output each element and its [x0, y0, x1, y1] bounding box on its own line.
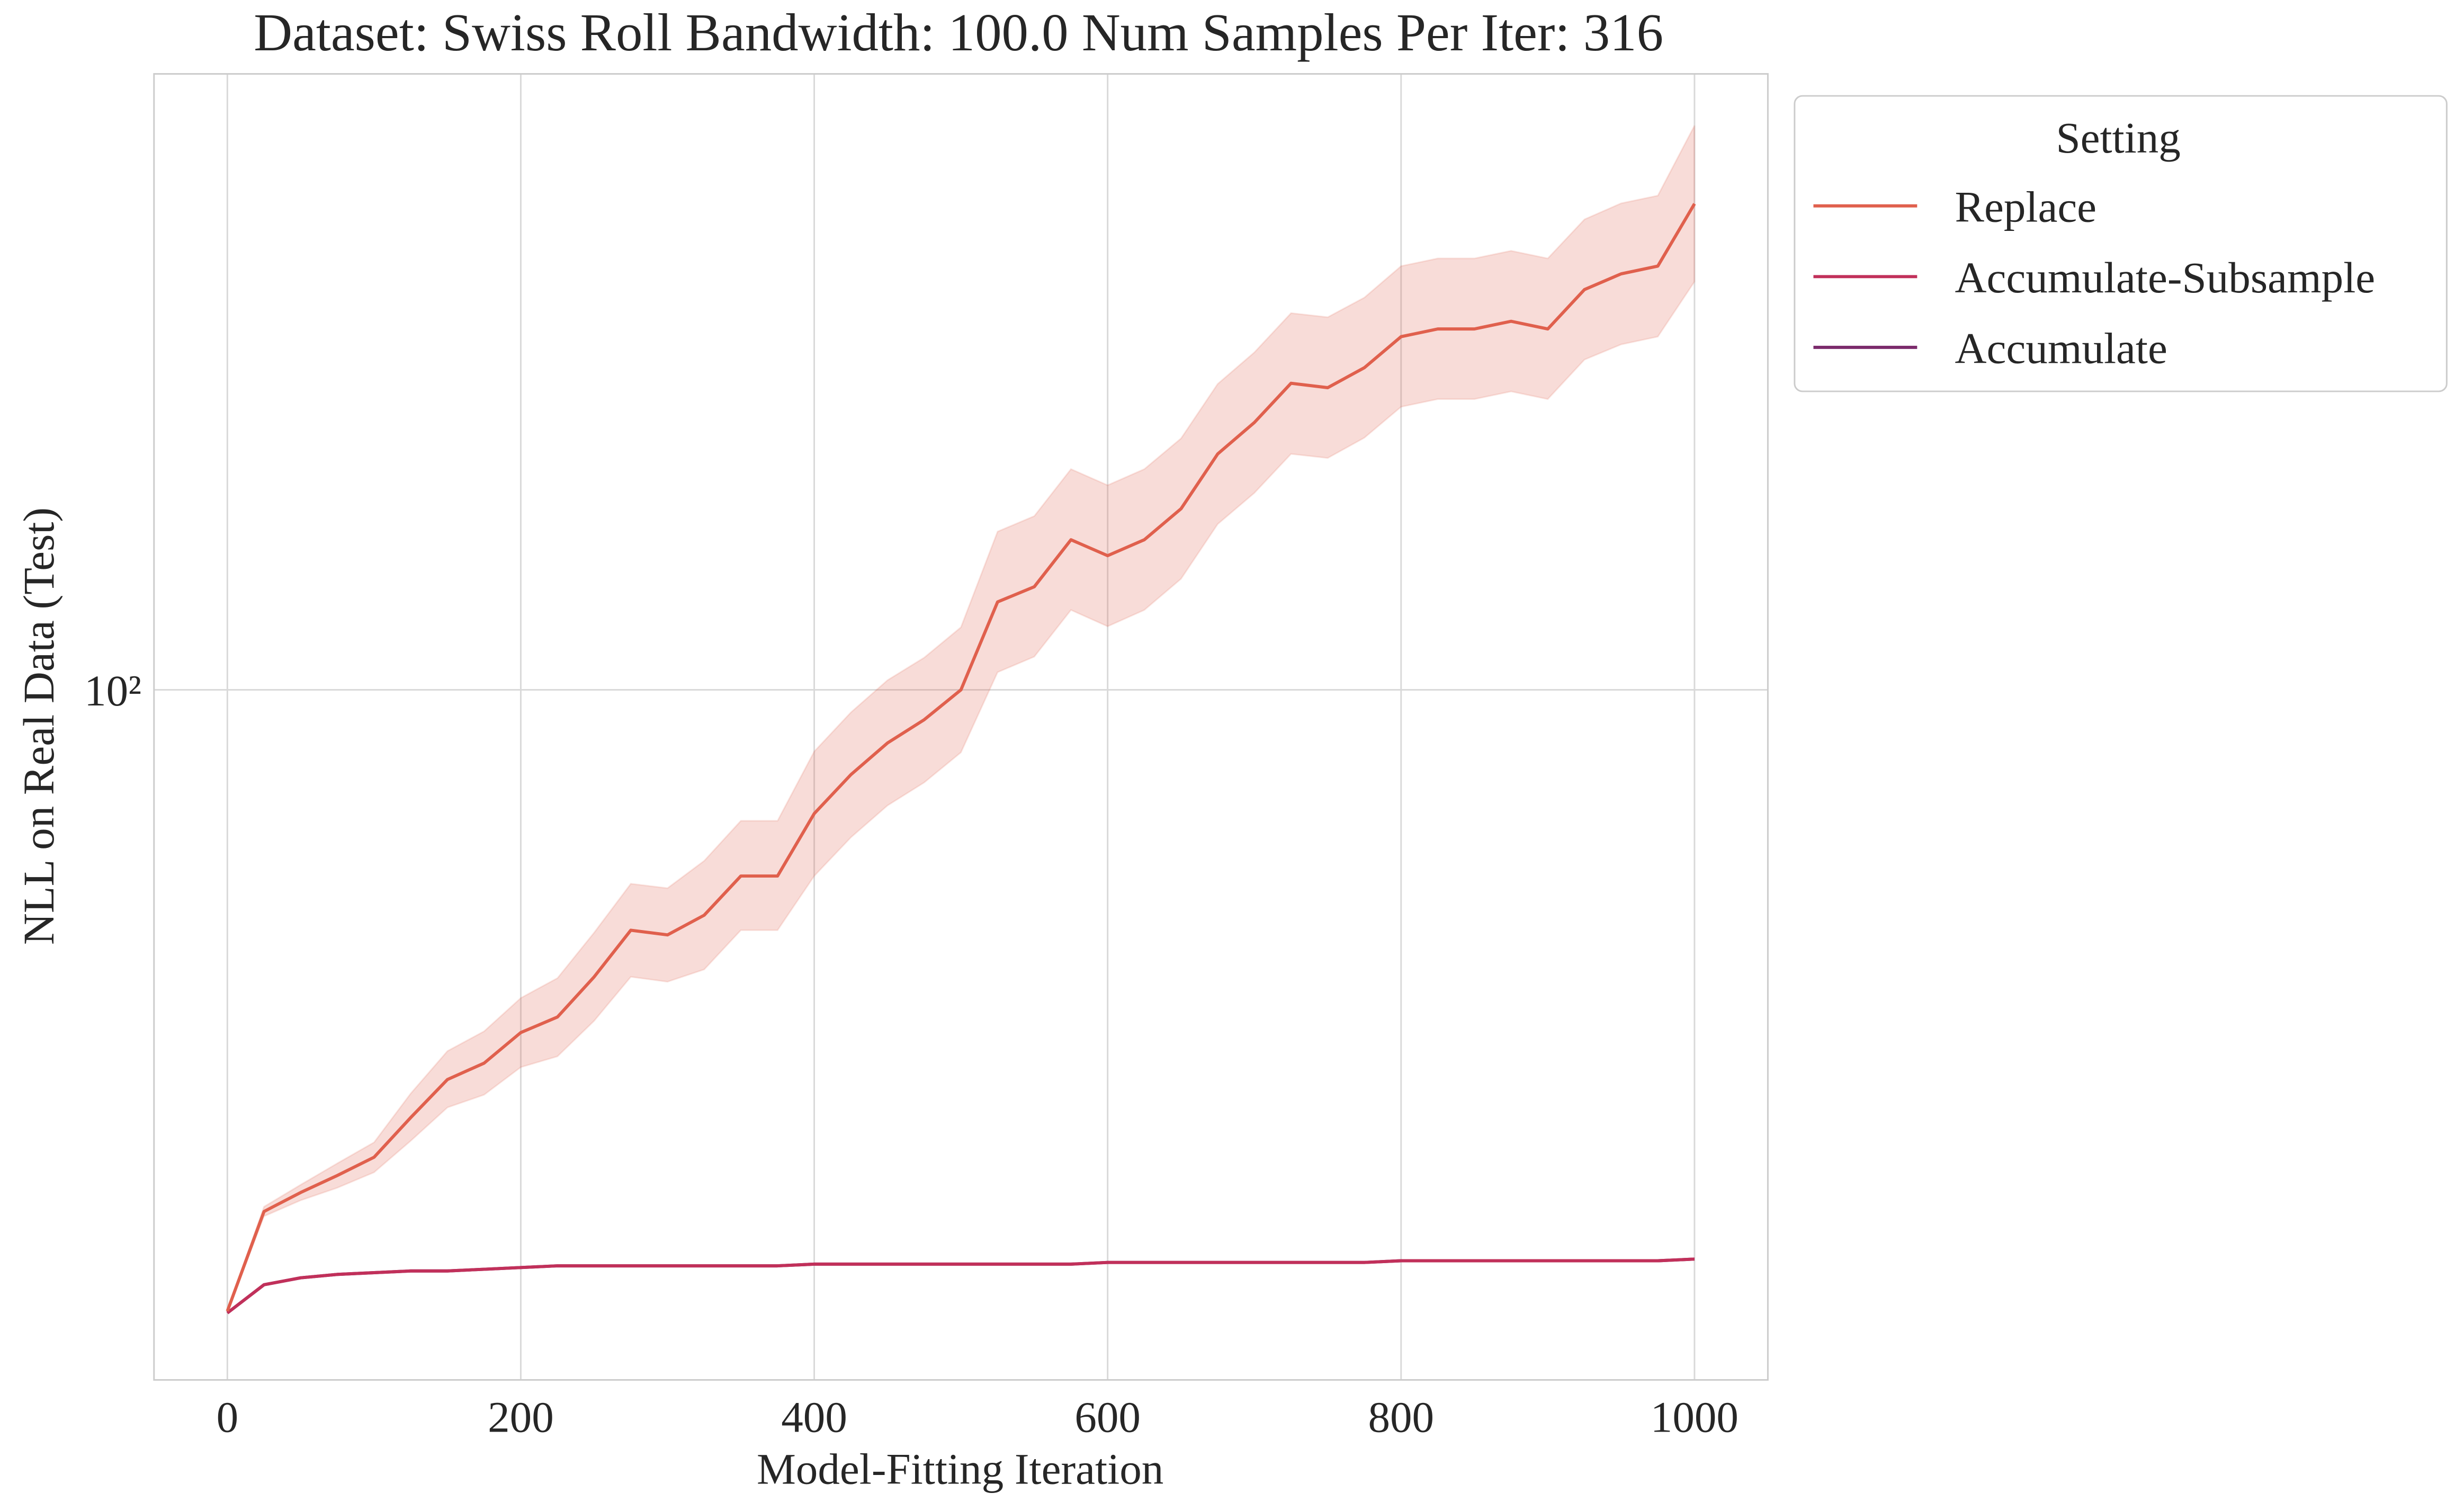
y-axis-label: NLL on Real Data (Test)	[14, 507, 63, 945]
x-tick-label: 800	[1368, 1392, 1434, 1441]
x-tick-label: 200	[488, 1392, 554, 1441]
legend: Setting Replace Accumulate-Subsample Accum…	[1794, 95, 2448, 392]
x-tick-label: 400	[781, 1392, 847, 1441]
x-axis-label: Model-Fitting Iteration	[757, 1444, 1163, 1493]
series-line	[226, 1257, 1695, 1315]
x-tick-label: 600	[1074, 1392, 1141, 1441]
legend-title: Setting	[2056, 113, 2180, 162]
confidence-band	[226, 125, 1696, 1312]
legend-label: Accumulate-Subsample	[1955, 253, 2376, 302]
series-line	[226, 1257, 1695, 1315]
series-line	[226, 203, 1696, 1312]
legend-label: Replace	[1955, 182, 2097, 231]
axes-frame	[153, 73, 1769, 1381]
legend-box	[1794, 95, 2448, 392]
plot-area: 0 200 400 600 800 1000 10²	[84, 73, 1769, 1441]
legend-label: Accumulate	[1955, 324, 2167, 373]
chart-title: Dataset: Swiss Roll Bandwidth: 100.0 Num…	[254, 3, 1663, 62]
x-tick-label: 0	[217, 1392, 239, 1441]
x-tick-label: 1000	[1651, 1392, 1739, 1441]
y-tick-label: 10²	[84, 666, 141, 715]
